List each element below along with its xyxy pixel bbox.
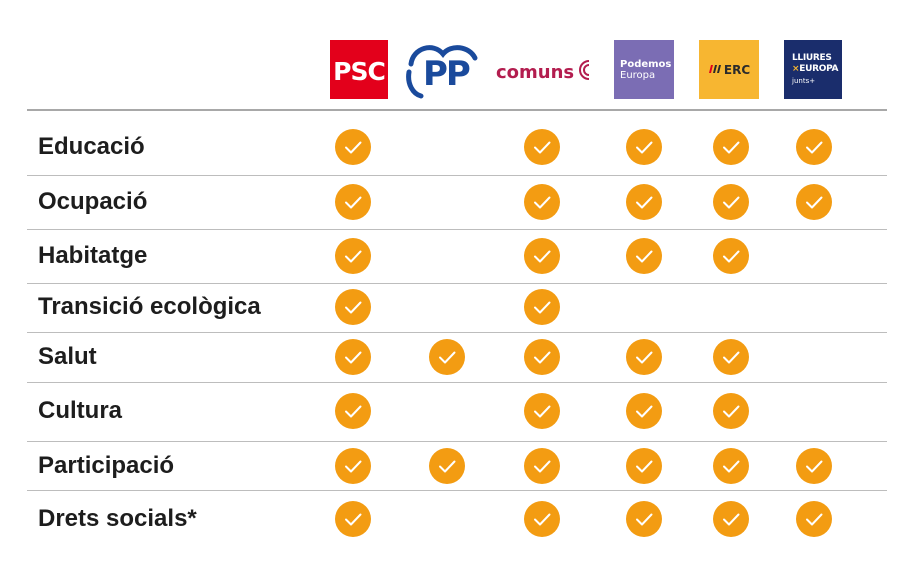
- row-label: Cultura: [38, 397, 122, 424]
- erc-bars-icon: [708, 63, 722, 77]
- check-circle-icon: [796, 501, 832, 537]
- check-circle-icon: [626, 129, 662, 165]
- check-circle-icon: [335, 238, 371, 274]
- check-circle-icon: [626, 238, 662, 274]
- lliures-logo: LLIURES ×EUROPA junts+: [784, 40, 842, 99]
- pp-logo: PP: [403, 40, 479, 99]
- psc-logo: PSC: [330, 40, 388, 99]
- lliures-logo-x: ×: [792, 63, 800, 74]
- check-circle-icon: [429, 339, 465, 375]
- comuns-arc-icon: [577, 59, 591, 86]
- row-label: Salut: [38, 343, 97, 370]
- row-label: Transició ecològica: [38, 293, 261, 320]
- erc-logo-text: ERC: [723, 62, 751, 77]
- check-circle-icon: [713, 339, 749, 375]
- row-divider: [27, 283, 887, 284]
- check-circle-icon: [713, 448, 749, 484]
- row-divider: [27, 229, 887, 230]
- pp-logo-mark: [406, 45, 478, 99]
- row-divider: [27, 175, 887, 176]
- check-circle-icon: [335, 289, 371, 325]
- check-circle-icon: [713, 501, 749, 537]
- check-circle-icon: [713, 129, 749, 165]
- check-circle-icon: [335, 393, 371, 429]
- check-circle-icon: [524, 448, 560, 484]
- check-circle-icon: [524, 238, 560, 274]
- row-label: Habitatge: [38, 242, 148, 269]
- lliures-logo-line3: junts+: [792, 76, 816, 85]
- check-circle-icon: [335, 184, 371, 220]
- check-circle-icon: [524, 339, 560, 375]
- row-label: Drets socials*: [38, 505, 197, 532]
- psc-logo-text: PSC: [333, 57, 386, 86]
- check-circle-icon: [335, 129, 371, 165]
- check-circle-icon: [524, 393, 560, 429]
- check-circle-icon: [524, 129, 560, 165]
- check-circle-icon: [626, 448, 662, 484]
- row-divider: [27, 332, 887, 333]
- comuns-logo: comuns: [496, 40, 596, 99]
- row-label: Educació: [38, 133, 145, 160]
- row-divider: [27, 441, 887, 442]
- check-circle-icon: [335, 339, 371, 375]
- lliures-logo-line2: EUROPA: [799, 63, 839, 74]
- check-circle-icon: [796, 448, 832, 484]
- check-circle-icon: [335, 501, 371, 537]
- pp-logo-text: PP: [423, 54, 471, 94]
- lliures-logo-line1: LLIURES: [792, 52, 832, 63]
- podemos-logo: Podemos Europa: [614, 40, 674, 99]
- row-label: Ocupació: [38, 188, 148, 215]
- check-circle-icon: [524, 501, 560, 537]
- check-circle-icon: [524, 184, 560, 220]
- row-divider: [27, 382, 887, 383]
- check-circle-icon: [796, 129, 832, 165]
- check-circle-icon: [713, 238, 749, 274]
- row-divider: [27, 490, 887, 491]
- check-circle-icon: [713, 393, 749, 429]
- podemos-logo-line1: Podemos: [620, 58, 672, 70]
- comuns-logo-text: comuns: [496, 62, 575, 83]
- check-circle-icon: [626, 184, 662, 220]
- check-circle-icon: [713, 184, 749, 220]
- row-label: Participació: [38, 452, 175, 479]
- check-circle-icon: [626, 501, 662, 537]
- check-circle-icon: [796, 184, 832, 220]
- check-circle-icon: [626, 393, 662, 429]
- check-circle-icon: [524, 289, 560, 325]
- erc-logo: ERC: [699, 40, 759, 99]
- check-circle-icon: [626, 339, 662, 375]
- header-divider: [27, 109, 887, 111]
- podemos-logo-line2: Europa: [620, 69, 656, 81]
- check-circle-icon: [429, 448, 465, 484]
- check-circle-icon: [335, 448, 371, 484]
